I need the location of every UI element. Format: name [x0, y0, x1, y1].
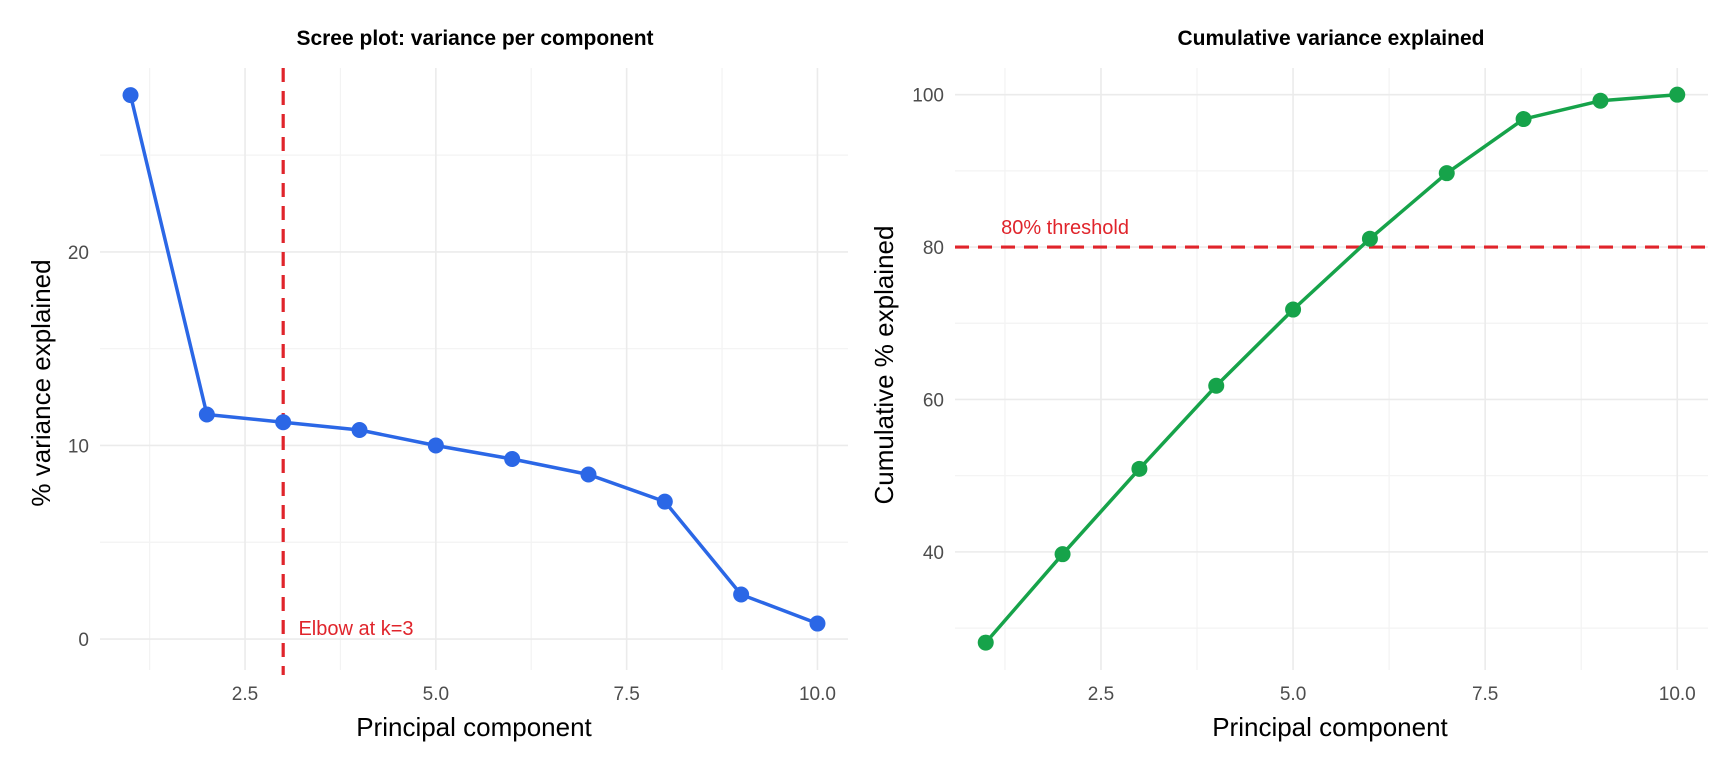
scree-y-tick-label: 0 [78, 630, 89, 651]
cumulative-threshold-annotation: 80% threshold [1001, 217, 1129, 239]
cumulative-line-layer [983, 92, 1680, 645]
scree-x-tick-label: 2.5 [232, 684, 258, 705]
scree-data-point [580, 466, 597, 483]
scree-x-tick-label: 7.5 [613, 684, 639, 705]
scree-x-axis-label: Principal component [356, 712, 592, 742]
cumulative-x-axis-label: Principal component [1212, 712, 1448, 742]
cumulative-data-point [977, 634, 994, 651]
scree-y-axis-label: % variance explained [26, 259, 56, 506]
cumulative-plot-panel: Cumulative variance explained 2.5 5.0 7.5 1… [869, 27, 1708, 742]
cumulative-x-ticks: 2.5 5.0 7.5 10.0 [1088, 684, 1696, 705]
scree-y-ticks: 0 10 20 [68, 243, 89, 651]
scree-data-point [198, 406, 215, 423]
cumulative-y-tick-label: 100 [912, 86, 944, 107]
cumulative-x-tick-label: 7.5 [1472, 684, 1498, 705]
scree-line-layer [128, 93, 820, 626]
cumulative-point-layer [977, 86, 1686, 651]
scree-data-point [122, 87, 139, 104]
scree-y-tick-label: 20 [68, 243, 89, 264]
scree-data-point [275, 414, 292, 431]
cumulative-data-point [1208, 377, 1225, 394]
cumulative-data-point [1669, 86, 1686, 103]
scree-x-ticks: 2.5 5.0 7.5 10.0 [232, 684, 836, 705]
cumulative-data-point [1592, 92, 1609, 109]
scree-data-point [809, 615, 826, 632]
scree-plot-title: Scree plot: variance per component [296, 27, 653, 50]
cumulative-series-line [983, 92, 1680, 645]
cumulative-data-point [1285, 301, 1302, 318]
scree-data-point [656, 493, 673, 510]
cumulative-x-tick-label: 2.5 [1088, 684, 1114, 705]
scree-data-point [733, 586, 750, 603]
cumulative-grid [955, 68, 1708, 670]
cumulative-data-point [1131, 460, 1148, 477]
cumulative-y-ticks: 40 60 80 100 [912, 86, 944, 564]
cumulative-data-point [1438, 165, 1455, 182]
cumulative-y-tick-label: 80 [923, 238, 944, 259]
cumulative-x-tick-label: 5.0 [1280, 684, 1306, 705]
scree-series-line [128, 93, 820, 626]
cumulative-data-point [1361, 230, 1378, 247]
scree-x-tick-label: 5.0 [423, 684, 449, 705]
scree-y-tick-label: 10 [68, 436, 89, 457]
cumulative-plot-title: Cumulative variance explained [1178, 27, 1485, 50]
cumulative-data-point [1054, 546, 1071, 563]
scree-grid [100, 68, 848, 670]
scree-data-point [504, 451, 521, 468]
scree-elbow-annotation: Elbow at k=3 [298, 618, 413, 640]
cumulative-y-axis-label: Cumulative % explained [869, 226, 899, 505]
scree-data-point [427, 437, 444, 454]
cumulative-y-tick-label: 60 [923, 390, 944, 411]
scree-plot-panel: Scree plot: variance per component 2.5 5.… [26, 27, 848, 742]
cumulative-y-tick-label: 40 [923, 543, 944, 564]
scree-point-layer [122, 87, 826, 632]
scree-x-tick-label: 10.0 [799, 684, 836, 705]
cumulative-x-tick-label: 10.0 [1659, 684, 1696, 705]
scree-data-point [351, 421, 368, 438]
cumulative-data-point [1515, 111, 1532, 128]
